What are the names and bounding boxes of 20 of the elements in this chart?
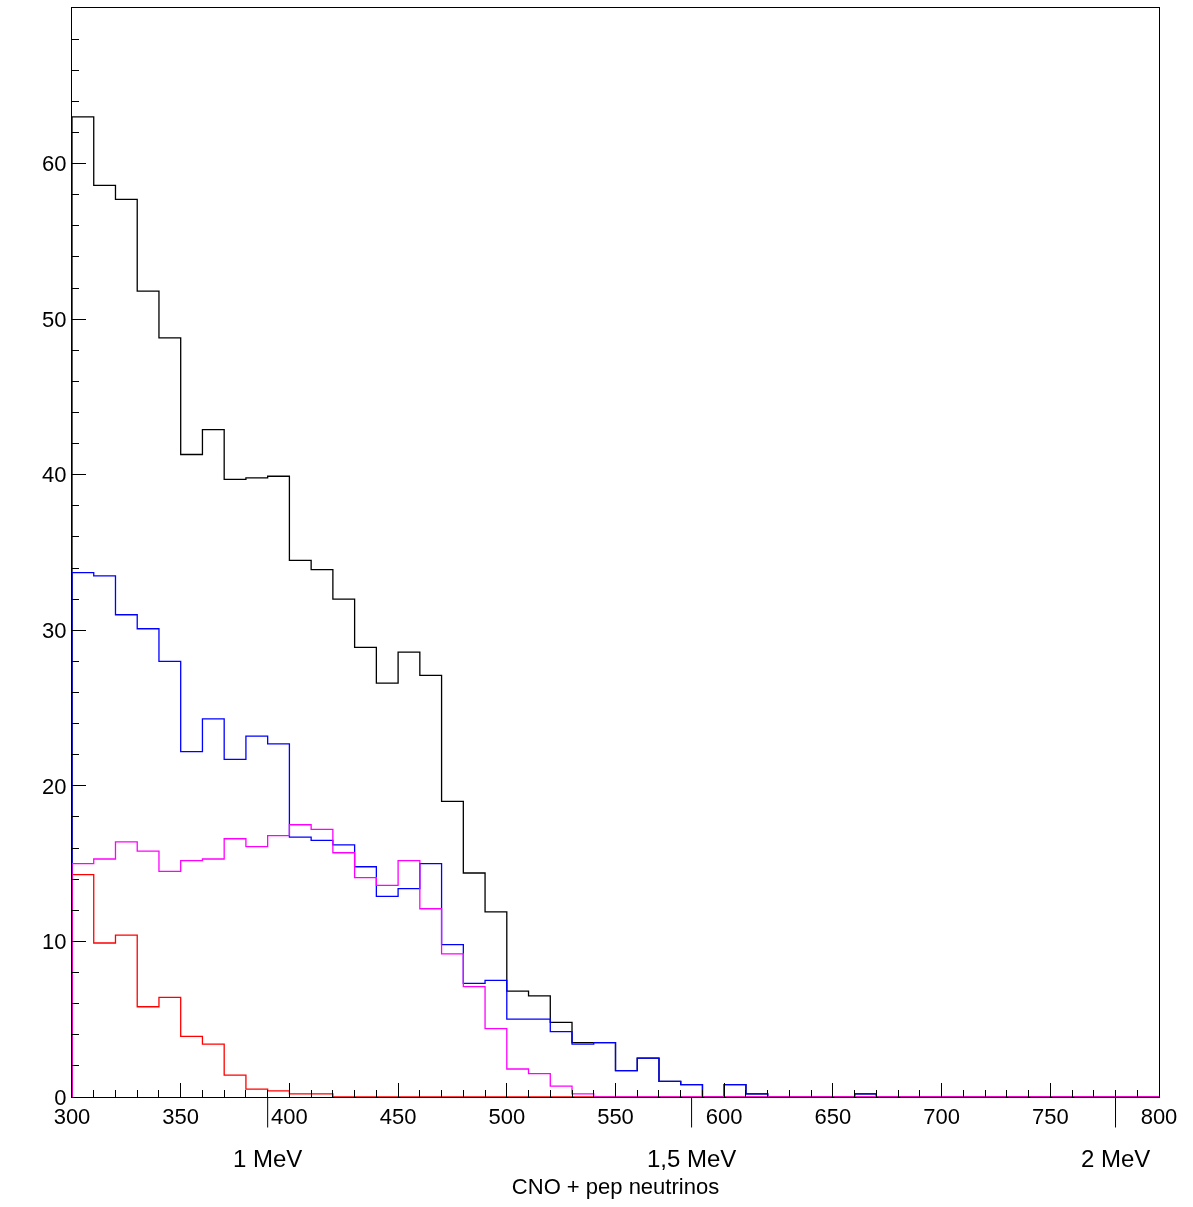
x-tick-label: 400	[271, 1104, 308, 1130]
text: 1,5 MeV	[647, 1145, 737, 1172]
text: 1 MeV	[233, 1145, 303, 1172]
x-tick-label: 350	[162, 1104, 200, 1130]
y-tick-label: 20	[42, 773, 67, 799]
x-axis-title: CNO + pep neutrinos	[511, 1174, 720, 1200]
x-tick-label: 450	[379, 1104, 417, 1130]
x-tick-label: 700	[923, 1104, 960, 1130]
x-tick-label: 500	[488, 1104, 526, 1130]
text: 2 MeV	[1081, 1145, 1151, 1172]
x-tick-label: 600	[705, 1104, 743, 1130]
x-tick-label: 800	[1140, 1104, 1178, 1130]
y-tick-label: 40	[42, 462, 67, 488]
y-tick-label: 30	[42, 617, 67, 643]
y-tick-label: 10	[42, 929, 67, 955]
y-tick-label: 50	[42, 306, 67, 332]
y-tick-label: 60	[42, 151, 67, 177]
x-tick-label: 650	[814, 1104, 852, 1130]
x-tick-label: 550	[597, 1104, 634, 1130]
x-tick-label: 750	[1031, 1104, 1069, 1130]
